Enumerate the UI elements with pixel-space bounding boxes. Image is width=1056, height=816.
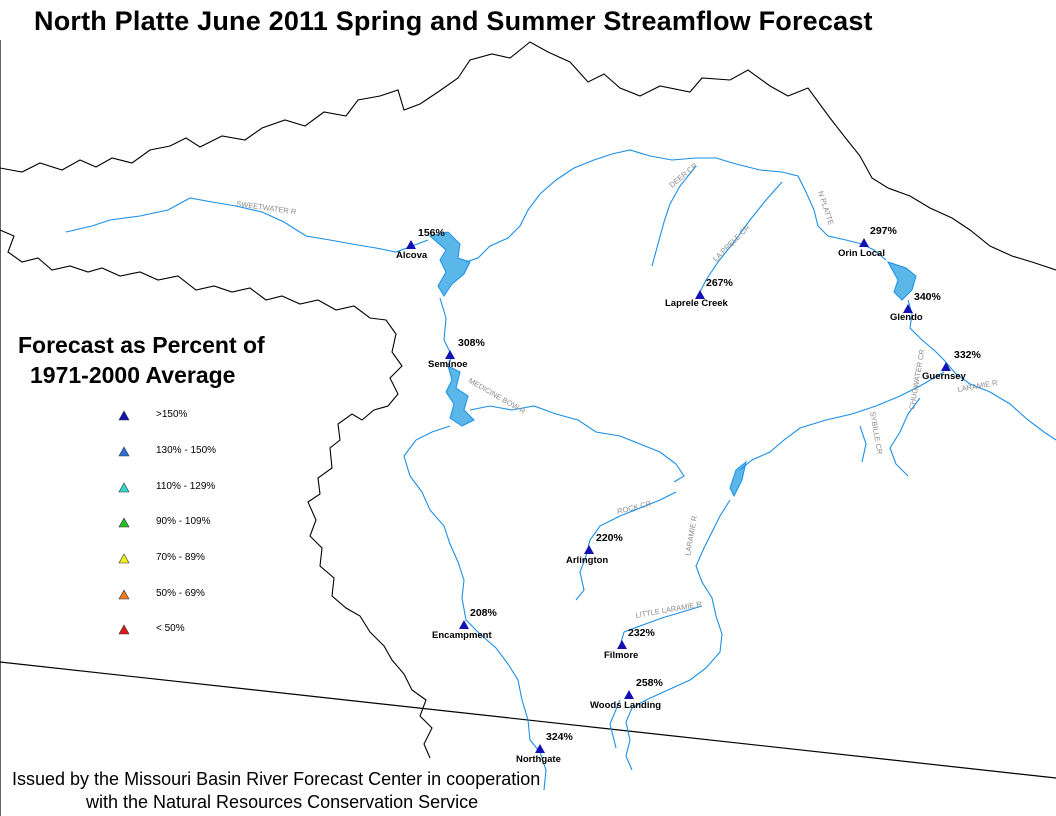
station-marker bbox=[406, 240, 416, 249]
station-name: Encampment bbox=[432, 630, 492, 641]
station-name: Seminoe bbox=[428, 359, 468, 370]
station-marker bbox=[695, 290, 705, 299]
issuer-credit-line1: Issued by the Missouri Basin River Forec… bbox=[12, 769, 541, 789]
river-label-la-prele-cr: LA PRELE CR bbox=[711, 222, 752, 263]
station-name: Guernsey bbox=[922, 371, 967, 382]
station-seminoe[interactable]: 308% Seminoe bbox=[428, 337, 486, 370]
medicine-bow-river bbox=[469, 405, 685, 483]
legend-title: Forecast as Percent of 1971-2000 Average bbox=[18, 330, 265, 390]
station-marker bbox=[941, 362, 951, 371]
sybille-creek bbox=[859, 425, 867, 463]
legend-title-line2: 1971-2000 Average bbox=[30, 362, 236, 388]
station-percent: 220% bbox=[596, 532, 624, 544]
station-name: Glendo bbox=[890, 312, 923, 323]
station-marker bbox=[903, 304, 913, 313]
legend-label: 110% - 129% bbox=[156, 481, 216, 492]
station-percent: 308% bbox=[458, 337, 486, 349]
triangle-icon bbox=[118, 410, 130, 421]
station-woods-landing[interactable]: 258% Woods Landing bbox=[590, 677, 664, 711]
station-percent: 324% bbox=[546, 731, 574, 743]
river-label-laramie-r: LARAMIE R bbox=[683, 514, 699, 556]
station-percent: 267% bbox=[706, 277, 734, 289]
triangle-icon bbox=[118, 517, 130, 528]
station-name: Northgate bbox=[516, 754, 561, 765]
legend-label: 70% - 89% bbox=[156, 552, 205, 563]
basin-boundary bbox=[0, 41, 1056, 271]
la-prele-creek bbox=[699, 181, 783, 293]
river-label-medicine-bow: MEDICINE BOW R bbox=[467, 376, 528, 416]
north-platte-upper bbox=[403, 425, 547, 791]
glendo-reservoir bbox=[886, 261, 917, 301]
triangle-icon bbox=[118, 446, 130, 457]
legend-label: 130% - 150% bbox=[156, 445, 217, 456]
sweetwater-river bbox=[65, 197, 429, 253]
laramie-river bbox=[625, 371, 945, 771]
river-label-sybille-cr: SYBILLE CR bbox=[868, 411, 884, 456]
triangle-icon bbox=[118, 553, 130, 564]
station-encampment[interactable]: 208% Encampment bbox=[432, 607, 498, 641]
woods-creek bbox=[609, 699, 621, 749]
station-percent: 340% bbox=[914, 291, 942, 303]
river-label-n-platte: N PLATTE bbox=[816, 190, 835, 226]
river-network bbox=[65, 149, 1056, 791]
station-name: Orin Local bbox=[838, 248, 885, 259]
legend-label: 50% - 69% bbox=[156, 588, 205, 599]
legend-label: < 50% bbox=[156, 623, 185, 634]
station-alcova[interactable]: 156% Alcova bbox=[396, 227, 446, 261]
station-name: Laprele Creek bbox=[665, 298, 729, 309]
station-name: Alcova bbox=[396, 250, 428, 261]
river-label-rock-cr: ROCK CR bbox=[616, 499, 652, 516]
deer-creek bbox=[651, 165, 697, 267]
legend-title-line1: Forecast as Percent of bbox=[18, 332, 265, 358]
station-glendo[interactable]: 340% Glendo bbox=[890, 291, 942, 323]
station-guernsey[interactable]: 332% Guernsey bbox=[922, 349, 982, 382]
station-name: Arlington bbox=[566, 555, 608, 566]
legend-label: >150% bbox=[156, 409, 188, 420]
seminoe-reservoir bbox=[445, 365, 475, 427]
station-marker bbox=[459, 620, 469, 629]
station-marker bbox=[584, 545, 594, 554]
issuer-credit-line2: with the Natural Resources Conservation … bbox=[86, 792, 479, 812]
triangle-icon bbox=[118, 482, 130, 493]
station-marker bbox=[624, 690, 634, 699]
station-filmore[interactable]: 232% Filmore bbox=[604, 627, 656, 661]
station-northgate[interactable]: 324% Northgate bbox=[516, 731, 574, 765]
station-marker bbox=[445, 350, 455, 359]
station-percent: 332% bbox=[954, 349, 982, 361]
basin-boundary-west bbox=[0, 229, 433, 759]
station-percent: 232% bbox=[628, 627, 656, 639]
issuer-credit: Issued by the Missouri Basin River Forec… bbox=[12, 768, 540, 814]
triangle-icon bbox=[118, 624, 130, 635]
station-marker bbox=[617, 640, 627, 649]
state-boundaries bbox=[0, 40, 1056, 816]
station-laprele-creek[interactable]: 267% Laprele Creek bbox=[665, 277, 734, 309]
little-laramie-river bbox=[619, 605, 703, 647]
river-label-little-laramie: LITTLE LARAMIE R bbox=[635, 599, 703, 620]
station-marker bbox=[859, 238, 869, 247]
station-percent: 156% bbox=[418, 227, 446, 239]
north-platte-main bbox=[439, 149, 1056, 441]
station-marker bbox=[535, 744, 545, 753]
station-percent: 208% bbox=[470, 607, 498, 619]
river-label-deer-cr: DEER CR bbox=[668, 161, 700, 190]
legend-label: 90% - 109% bbox=[156, 516, 211, 527]
station-name: Woods Landing bbox=[590, 700, 661, 711]
wheatland-reservoir bbox=[729, 460, 747, 498]
station-name: Filmore bbox=[604, 650, 638, 661]
rock-creek bbox=[575, 491, 677, 601]
station-orin-local[interactable]: 297% Orin Local bbox=[838, 225, 898, 259]
reservoirs bbox=[428, 231, 917, 498]
stations: 156% Alcova 308% Seminoe 297% Orin Local… bbox=[396, 225, 982, 765]
triangle-icon bbox=[118, 589, 130, 600]
station-arlington[interactable]: 220% Arlington bbox=[566, 532, 624, 566]
chugwater-creek bbox=[889, 397, 921, 477]
station-percent: 297% bbox=[870, 225, 898, 237]
pathfinder-reservoir bbox=[428, 231, 471, 297]
map-title: North Platte June 2011 Spring and Summer… bbox=[34, 6, 873, 36]
station-percent: 258% bbox=[636, 677, 664, 689]
